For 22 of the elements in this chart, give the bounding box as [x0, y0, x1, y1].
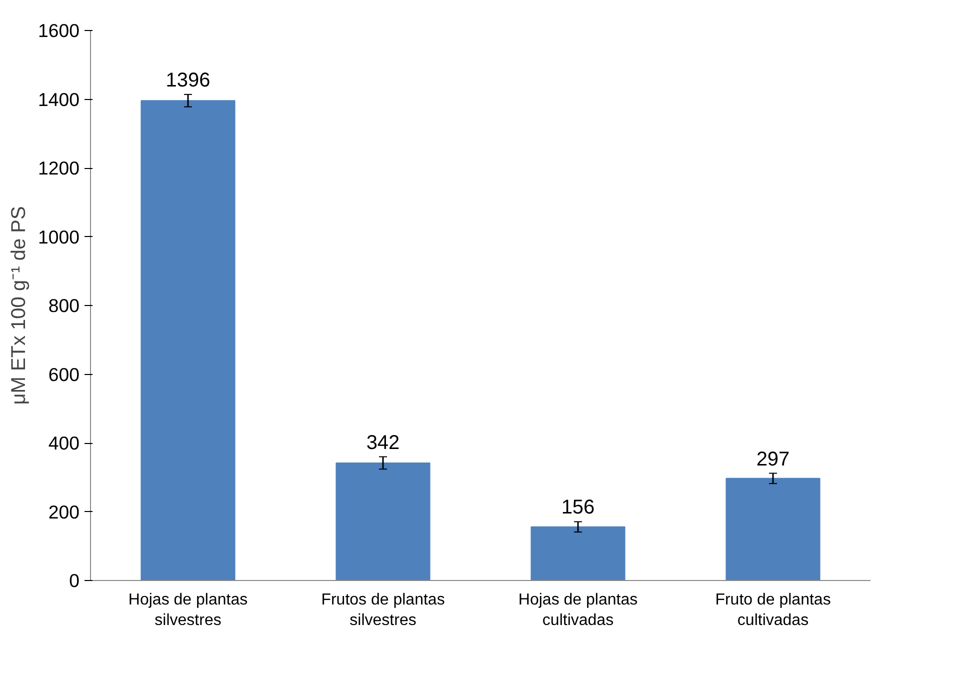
y-tick-label: 1200 [38, 158, 80, 178]
y-tick-label: 0 [69, 570, 80, 591]
x-tick-label: Frutos de plantas silvestres [321, 592, 445, 629]
data-label: 1396 [166, 69, 210, 92]
x-tick-label: Hojas de plantas silvestres [128, 592, 248, 629]
y-tick-label: 800 [48, 295, 80, 316]
y-tick-label: 400 [48, 432, 80, 454]
y-tick-label: 1600 [38, 20, 80, 41]
x-tick-label: Fruto de plantas cultivadas [715, 592, 831, 629]
y-tick-label: 1000 [38, 226, 80, 248]
bar [140, 100, 236, 580]
y-tick-label: 200 [48, 501, 80, 522]
data-label: 297 [756, 448, 790, 470]
y-axis-title: μM ETx 100 g⁻¹ de PS [8, 206, 30, 405]
bar [530, 526, 626, 580]
x-tick-label: Hojas de plantas cultivadas [518, 592, 638, 629]
bar [726, 478, 820, 580]
y-tick-label: 1400 [38, 88, 80, 110]
data-label: 156 [561, 496, 595, 519]
bar [336, 462, 430, 580]
data-label: 342 [366, 432, 400, 454]
y-tick-label: 600 [48, 364, 80, 385]
